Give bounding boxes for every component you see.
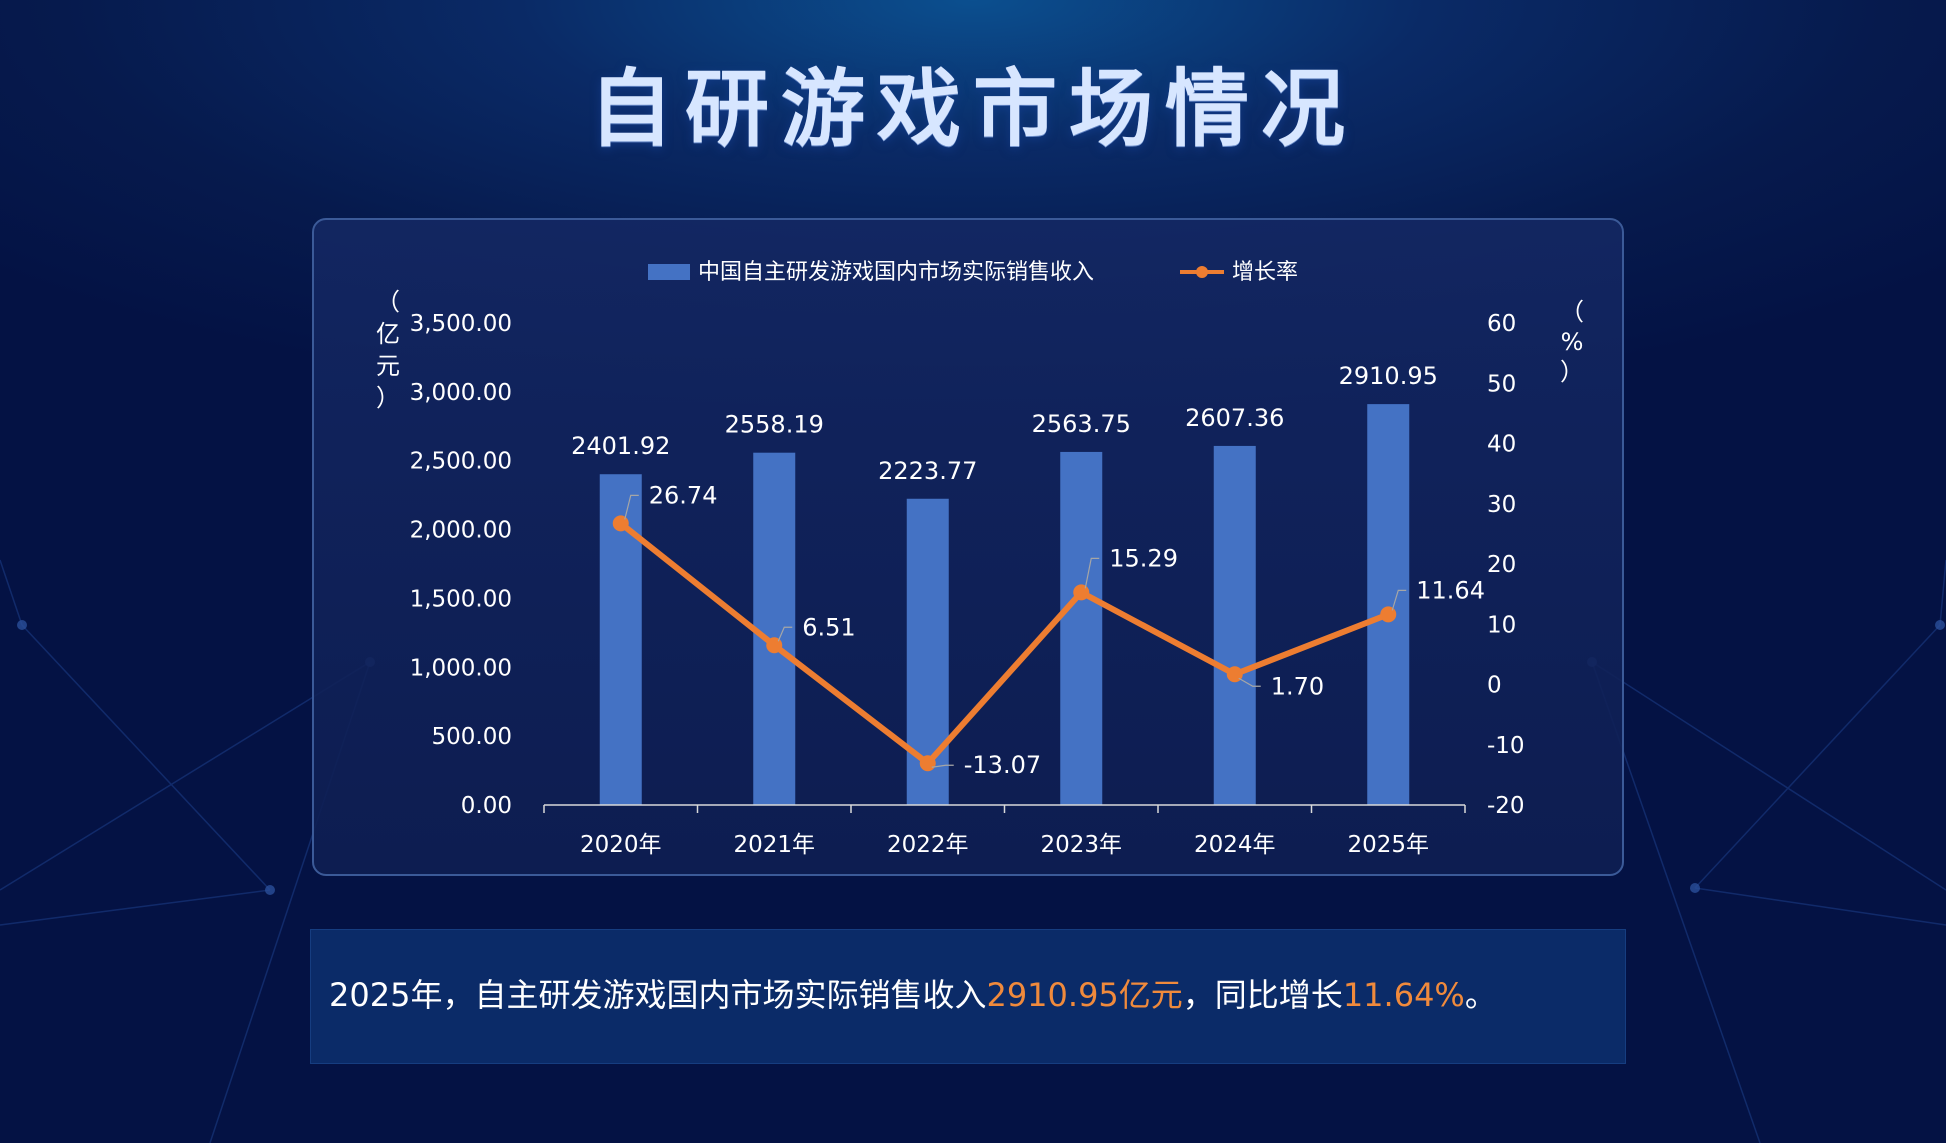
bar-value-label: 2910.95 [1339, 362, 1438, 390]
right-axis-tick: 40 [1487, 432, 1516, 458]
left-axis-tick: 2,000.00 [410, 518, 512, 544]
legend-line-marker [1196, 266, 1208, 278]
right-axis-tick: 50 [1487, 371, 1516, 397]
left-axis-unit-char: ） [376, 384, 400, 412]
growth-label-leader [931, 764, 954, 768]
right-axis-unit-char: ） [1560, 358, 1584, 386]
x-axis-tick-label: 2021年 [733, 832, 815, 858]
right-axis-tick: 0 [1487, 673, 1502, 699]
growth-point [1380, 606, 1397, 623]
right-axis-tick: -20 [1487, 793, 1525, 819]
left-axis-tick: 1,500.00 [410, 586, 512, 612]
x-axis-tick-label: 2023年 [1040, 832, 1122, 858]
left-axis-tick: 0.00 [461, 793, 512, 819]
x-axis-tick-label: 2024年 [1194, 832, 1276, 858]
left-axis-tick: 3,000.00 [410, 380, 512, 406]
bar-value-label: 2558.19 [725, 411, 824, 439]
right-axis-tick: 10 [1487, 612, 1516, 638]
growth-point [1073, 584, 1090, 601]
left-axis-tick: 2,500.00 [410, 449, 512, 475]
legend-line-label: 增长率 [1232, 260, 1298, 285]
growth-point [612, 515, 629, 532]
growth-label-leader [1084, 557, 1100, 589]
legend-bar-label: 中国自主研发游戏国内市场实际销售收入 [698, 260, 1094, 285]
legend-bar-swatch [648, 264, 690, 280]
right-axis-tick: 20 [1487, 552, 1516, 578]
growth-point [919, 755, 936, 772]
right-axis-tick: 30 [1487, 492, 1516, 518]
combo-chart: 中国自主研发游戏国内市场实际销售收入 增长率（亿元）（%）0.00500.001,… [376, 260, 1584, 858]
growth-value-label: 6.51 [802, 613, 855, 641]
growth-value-label: 1.70 [1271, 672, 1324, 700]
summary-suffix: 。 [1464, 976, 1497, 1014]
growth-label-leader [777, 626, 793, 642]
summary-revenue: 2910.95亿元 [986, 976, 1183, 1014]
summary-mid: ，同比增长 [1182, 976, 1343, 1014]
left-axis-unit-char: （ [376, 288, 400, 316]
summary-box: 2025年，自主研发游戏国内市场实际销售收入2910.95亿元，同比增长11.6… [310, 929, 1626, 1064]
bar [753, 452, 796, 805]
summary-growth: 11.64% [1342, 976, 1465, 1014]
growth-label-leader [1238, 677, 1261, 687]
bar-value-label: 2223.77 [878, 457, 977, 485]
left-axis-tick: 3,500.00 [410, 311, 512, 337]
growth-value-label: 26.74 [649, 481, 718, 509]
page-title: 自研游戏市场情况 [588, 60, 1357, 158]
growth-label-leader [1391, 589, 1407, 611]
left-axis-unit-char: 亿 [376, 320, 400, 348]
right-axis-unit-char: （ [1560, 298, 1584, 326]
right-axis-tick: 60 [1487, 311, 1516, 337]
summary-text: 2025年，自主研发游戏国内市场实际销售收入2910.95亿元，同比增长11.6… [329, 970, 1497, 1016]
growth-label-leader [624, 494, 639, 520]
right-axis-unit-char: % [1561, 328, 1584, 356]
left-axis-tick: 1,000.00 [410, 655, 512, 681]
right-axis-tick: -10 [1487, 733, 1525, 759]
bar-value-label: 2563.75 [1032, 410, 1131, 438]
bar-value-label: 2401.92 [571, 432, 670, 460]
growth-value-label: 15.29 [1109, 544, 1178, 572]
growth-point [766, 637, 783, 654]
left-axis-tick: 500.00 [432, 724, 512, 750]
bar-value-label: 2607.36 [1185, 404, 1284, 432]
x-axis-tick-label: 2025年 [1347, 832, 1429, 858]
summary-prefix: 2025年，自主研发游戏国内市场实际销售收入 [329, 976, 987, 1014]
bar [1213, 445, 1256, 805]
bar [1367, 404, 1410, 805]
growth-line [618, 521, 1390, 767]
growth-value-label: 11.64 [1416, 576, 1485, 604]
x-axis-tick-label: 2020年 [580, 832, 662, 858]
left-axis-unit-char: 元 [376, 352, 400, 380]
bar [1060, 451, 1103, 805]
x-axis-tick-label: 2022年 [887, 832, 969, 858]
growth-value-label: -13.07 [964, 751, 1041, 779]
